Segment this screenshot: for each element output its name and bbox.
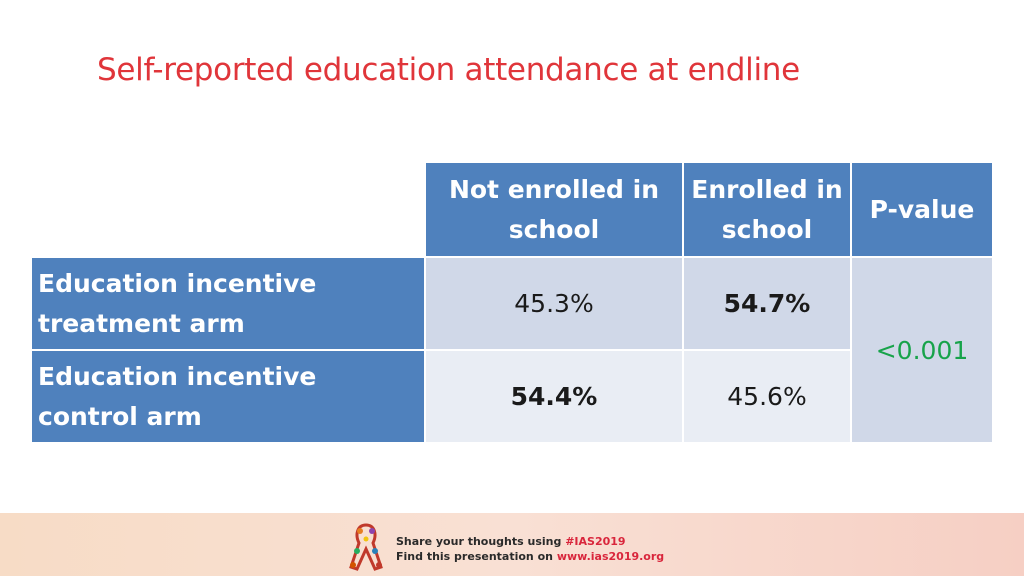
table-row: Education incentive treatment arm 45.3% … <box>30 256 994 444</box>
cell-treatment-not-enrolled: 45.3% <box>424 256 684 351</box>
col-header-enrolled: Enrolled in school <box>682 161 852 258</box>
table-header-row: Not enrolled in school Enrolled in schoo… <box>31 161 994 258</box>
table-corner-cell <box>31 162 425 257</box>
row-header-treatment: Education incentive treatment arm <box>30 256 426 351</box>
footer-url-link[interactable]: www.ias2019.org <box>556 550 665 563</box>
col-header-p-value: P-value <box>850 161 994 258</box>
cell-control-enrolled: 45.6% <box>682 349 852 444</box>
footer-share-text: Share your thoughts using <box>396 535 566 548</box>
cell-treatment-enrolled: 54.7% <box>682 256 852 351</box>
table-row: Education incentive control arm 54.4% 45… <box>30 349 993 444</box>
attendance-table: Not enrolled in school Enrolled in schoo… <box>30 161 994 444</box>
ias-ribbon-logo-icon <box>349 523 383 571</box>
footer-find-text: Find this presentation on <box>396 550 557 563</box>
footer-share-line: Share your thoughts using #IAS2019 <box>396 535 626 548</box>
slide-title: Self-reported education attendance at en… <box>97 52 800 88</box>
col-header-not-enrolled: Not enrolled in school <box>424 161 684 258</box>
footer-find-line: Find this presentation on www.ias2019.or… <box>396 550 664 563</box>
footer-hashtag: #IAS2019 <box>565 535 626 548</box>
row-header-control: Education incentive control arm <box>30 349 426 444</box>
cell-control-not-enrolled: 54.4% <box>424 349 684 444</box>
p-value-cell: <0.001 <box>850 256 994 444</box>
footer-banner: Share your thoughts using #IAS2019 Find … <box>0 513 1024 576</box>
